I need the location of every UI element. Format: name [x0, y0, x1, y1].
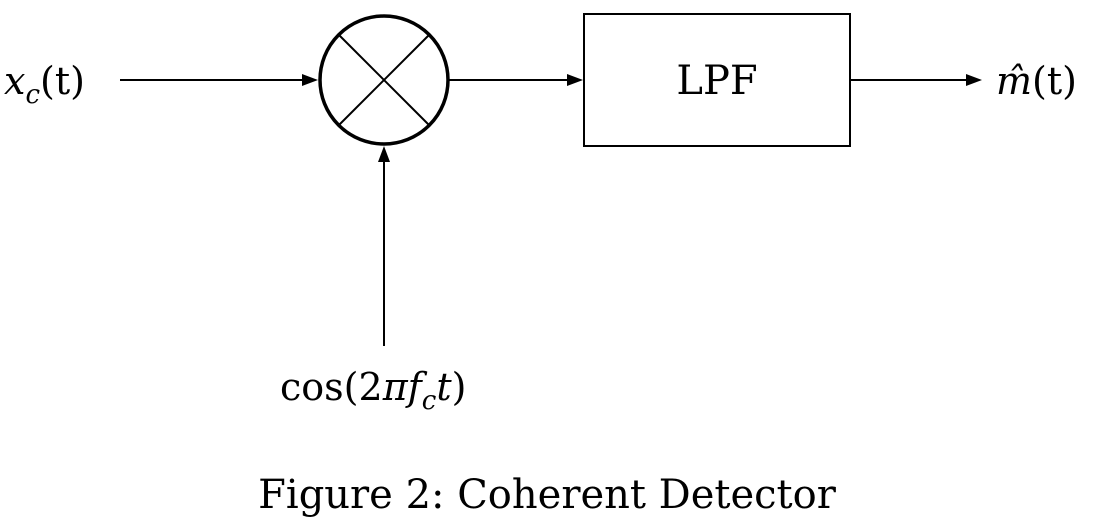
oscillator-signal-label: cos(2πfct)	[280, 365, 466, 416]
mixer-multiplier-symbol	[318, 14, 450, 146]
oscillator-arrowhead	[378, 146, 390, 162]
output-arrowhead	[966, 74, 982, 86]
input-arrowhead	[302, 74, 318, 86]
lpf-label: LPF	[676, 58, 757, 104]
mixer-cross-line-2	[338, 34, 430, 126]
figure-caption: Figure 2: Coherent Detector	[258, 472, 837, 518]
input-signal-label: xc(t)	[4, 59, 85, 110]
mixer-to-filter-arrowhead	[567, 74, 583, 86]
mixer-circle	[318, 14, 450, 146]
output-signal-label: m̂(t)	[996, 59, 1077, 103]
